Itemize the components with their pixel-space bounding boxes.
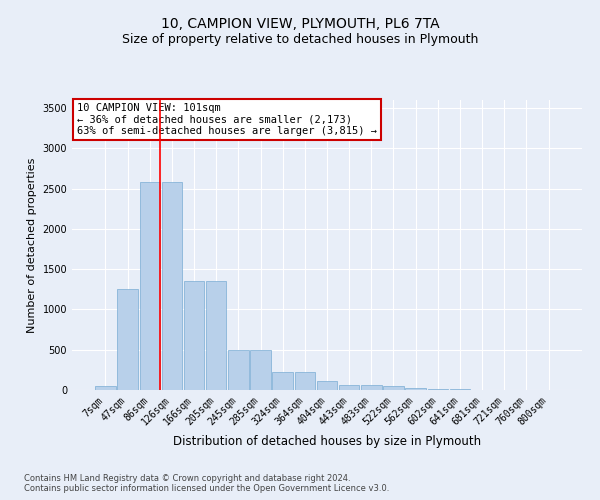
Y-axis label: Number of detached properties: Number of detached properties bbox=[27, 158, 37, 332]
Text: 10 CAMPION VIEW: 101sqm
← 36% of detached houses are smaller (2,173)
63% of semi: 10 CAMPION VIEW: 101sqm ← 36% of detache… bbox=[77, 103, 377, 136]
Bar bbox=[317, 381, 337, 390]
Text: Contains public sector information licensed under the Open Government Licence v3: Contains public sector information licen… bbox=[24, 484, 389, 493]
Bar bbox=[295, 372, 315, 390]
Text: Contains HM Land Registry data © Crown copyright and database right 2024.: Contains HM Land Registry data © Crown c… bbox=[24, 474, 350, 483]
Bar bbox=[228, 350, 248, 390]
Bar bbox=[450, 389, 470, 390]
Bar bbox=[184, 281, 204, 390]
Bar bbox=[206, 281, 226, 390]
Bar bbox=[250, 350, 271, 390]
Text: 10, CAMPION VIEW, PLYMOUTH, PL6 7TA: 10, CAMPION VIEW, PLYMOUTH, PL6 7TA bbox=[161, 18, 439, 32]
Bar bbox=[140, 182, 160, 390]
Bar bbox=[118, 290, 138, 390]
Bar bbox=[428, 389, 448, 390]
Bar bbox=[95, 386, 116, 390]
Bar bbox=[339, 385, 359, 390]
Bar bbox=[383, 386, 404, 390]
X-axis label: Distribution of detached houses by size in Plymouth: Distribution of detached houses by size … bbox=[173, 435, 481, 448]
Bar bbox=[272, 372, 293, 390]
Bar bbox=[361, 385, 382, 390]
Bar bbox=[161, 182, 182, 390]
Text: Size of property relative to detached houses in Plymouth: Size of property relative to detached ho… bbox=[122, 32, 478, 46]
Bar bbox=[406, 388, 426, 390]
